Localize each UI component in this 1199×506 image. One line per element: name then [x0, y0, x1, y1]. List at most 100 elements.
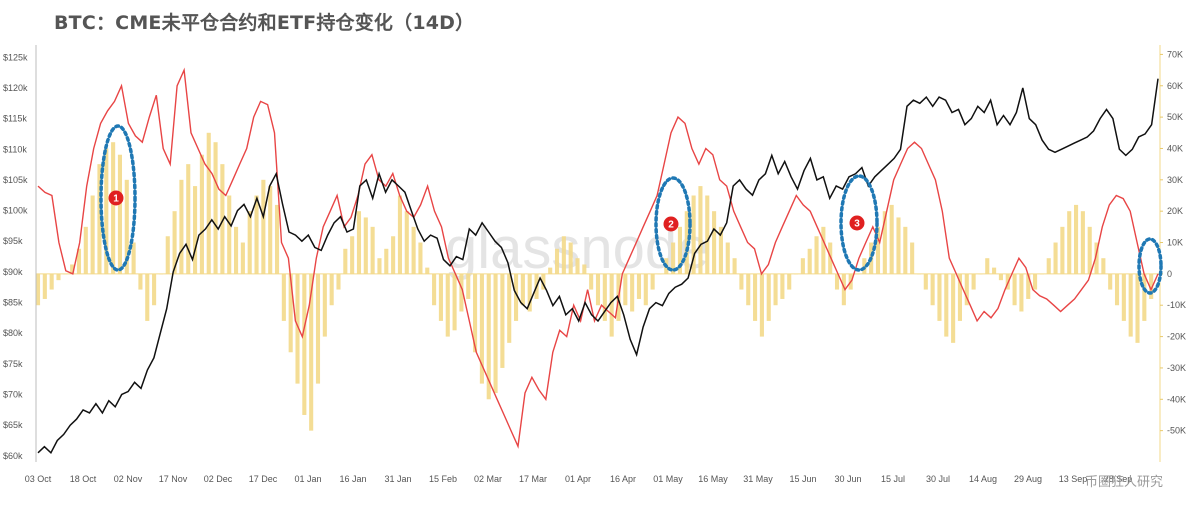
etf-bar	[384, 248, 389, 274]
etf-bar	[766, 273, 771, 321]
etf-bar	[595, 273, 601, 306]
etf-bar	[466, 273, 471, 299]
etf-bar	[609, 273, 614, 337]
etf-bar	[964, 273, 969, 306]
left-tick-label: $95k	[3, 236, 23, 246]
right-tick-label: 0	[1167, 269, 1172, 279]
left-tick-label: $110k	[3, 144, 27, 154]
left-tick-label: $75k	[3, 359, 23, 369]
etf-bar	[1135, 273, 1140, 343]
etf-bar	[90, 195, 95, 274]
etf-bar	[152, 273, 157, 306]
chart-title: BTC：CME未平仓合约和ETF持仓变化（14D）	[54, 12, 475, 34]
etf-bar	[1114, 273, 1120, 306]
etf-bar	[459, 273, 464, 312]
left-tick-label: $80k	[3, 328, 23, 338]
etf-bar	[759, 273, 764, 337]
etf-bar	[117, 154, 122, 274]
etf-bar	[944, 273, 949, 337]
right-tick-label: -30K	[1167, 363, 1186, 373]
right-tick-label: 10K	[1167, 238, 1183, 248]
etf-bar	[937, 273, 942, 321]
etf-bar	[882, 211, 887, 274]
etf-bar	[350, 236, 355, 274]
etf-bar	[206, 132, 211, 274]
etf-bar	[671, 242, 676, 274]
annotation-ellipse	[1137, 237, 1163, 295]
etf-bar	[527, 273, 532, 312]
etf-bars	[35, 132, 1161, 431]
etf-bar	[199, 154, 204, 274]
etf-bar	[520, 273, 525, 306]
etf-bar	[787, 273, 792, 290]
etf-bar	[193, 186, 198, 274]
etf-bar	[875, 226, 881, 274]
right-tick-label: -20K	[1167, 332, 1186, 342]
etf-bar	[322, 273, 327, 337]
etf-bar	[281, 273, 286, 321]
etf-bar	[493, 273, 498, 394]
etf-bar	[923, 273, 928, 290]
etf-bar	[220, 164, 225, 274]
etf-bar	[589, 273, 594, 290]
etf-bar	[452, 273, 457, 331]
etf-bar	[1019, 273, 1024, 312]
etf-bar	[1080, 211, 1085, 274]
x-tick-label: 15 Jul	[881, 474, 905, 484]
etf-bar	[930, 273, 935, 306]
etf-bar	[131, 242, 136, 274]
etf-bar	[56, 273, 61, 281]
etf-bar	[336, 273, 341, 290]
etf-bar	[356, 211, 362, 274]
x-axis-ticks: 03 Oct 18 Oct 02 Nov 17 Nov 02 Dec 17 Dec 01 J…	[25, 474, 1133, 484]
etf-bar	[479, 273, 484, 384]
etf-bar	[554, 248, 560, 274]
etf-bar	[582, 264, 587, 274]
etf-bar	[630, 273, 635, 312]
etf-bar	[910, 242, 915, 274]
x-tick-label: 14 Aug	[969, 474, 997, 484]
etf-bar	[725, 242, 730, 274]
left-axis-ticks: $60k $65k $70k $75k $80k $85k $90k $95k $100k $10…	[3, 52, 28, 461]
etf-bar	[234, 226, 239, 274]
etf-bar	[712, 211, 717, 274]
left-tick-label: $65k	[3, 420, 23, 430]
annotation-marker	[663, 216, 679, 232]
annotation-marker	[108, 190, 124, 206]
etf-bar	[1128, 273, 1133, 337]
etf-bar	[254, 195, 259, 274]
etf-bar	[42, 273, 47, 299]
x-tick-label: 16 Jan	[339, 474, 366, 484]
x-tick-label: 03 Oct	[25, 474, 52, 484]
etf-bar	[698, 186, 703, 274]
etf-bar	[97, 164, 102, 274]
etf-bar	[432, 273, 437, 306]
x-tick-label: 02 Mar	[474, 474, 502, 484]
x-tick-label: 01 Apr	[565, 474, 591, 484]
etf-bar	[992, 267, 997, 274]
etf-bar	[261, 179, 266, 274]
etf-bar	[302, 273, 307, 415]
etf-bar	[957, 273, 962, 321]
etf-bar	[1012, 273, 1017, 306]
etf-bar	[691, 195, 696, 274]
etf-bar	[1053, 242, 1058, 274]
etf-bar	[35, 273, 41, 306]
x-tick-label: 17 Mar	[519, 474, 547, 484]
etf-bar	[1121, 273, 1126, 321]
etf-bar	[841, 273, 846, 306]
right-tick-label: -10K	[1167, 300, 1186, 310]
right-tick-label: -50K	[1167, 426, 1186, 436]
etf-bar	[780, 273, 785, 299]
etf-bar	[1087, 226, 1092, 274]
x-tick-label: 29 Aug	[1014, 474, 1042, 484]
etf-bar	[70, 264, 75, 274]
etf-bar	[623, 273, 628, 306]
btc-price-line	[37, 78, 1159, 455]
etf-bar	[445, 273, 450, 337]
etf-bar	[165, 236, 170, 274]
etf-bar	[418, 242, 423, 274]
etf-bar	[397, 195, 402, 274]
corner-watermark: 币圈狂人研究	[1085, 475, 1163, 490]
etf-bar	[1149, 273, 1154, 299]
